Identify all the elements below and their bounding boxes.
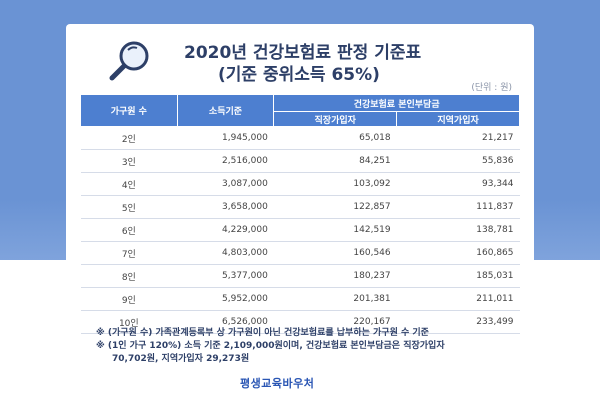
- table-row: 5인 3,658,000 122,857 111,837: [80, 195, 520, 219]
- cell-household: 4인: [80, 172, 178, 196]
- cell-household: 5인: [80, 195, 178, 219]
- cell-employee: 160,546: [273, 241, 397, 265]
- table-row: 4인 3,087,000 103,092 93,344: [80, 172, 520, 196]
- cell-regional: 111,837: [396, 195, 520, 219]
- footnotes: ※ (가구원 수) 가족관계등록부 상 가구원이 아닌 건강보험료를 납부하는 …: [96, 327, 556, 366]
- magnifier-icon: [109, 41, 149, 81]
- title-area: 2020년 건강보험료 판정 기준표 (기준 중위소득 65%): [66, 34, 534, 88]
- cell-employee: 201,381: [273, 287, 397, 311]
- cell-regional: 55,836: [396, 149, 520, 173]
- table-row: 10인 6,526,000 220,167 233,499: [80, 310, 520, 334]
- header-regional: 지역가입자: [396, 111, 520, 127]
- cell-employee: 65,018: [273, 126, 397, 150]
- cell-regional: 185,031: [396, 264, 520, 288]
- cell-income: 6,526,000: [177, 310, 274, 334]
- page-title: 2020년 건강보험료 판정 기준표: [184, 43, 422, 63]
- cell-employee: 122,857: [273, 195, 397, 219]
- cell-regional: 160,865: [396, 241, 520, 265]
- cell-income: 4,803,000: [177, 241, 274, 265]
- header-household: 가구원 수: [80, 94, 178, 127]
- page-subtitle: (기준 중위소득 65%): [218, 65, 380, 85]
- cell-income: 5,377,000: [177, 264, 274, 288]
- cell-employee: 220,167: [273, 310, 397, 334]
- cell-regional: 233,499: [396, 310, 520, 334]
- cell-income: 4,229,000: [177, 218, 274, 242]
- content-card: 2020년 건강보험료 판정 기준표 (기준 중위소득 65%) (단위 : 원…: [66, 24, 534, 334]
- fee-table: 가구원 수 소득기준 건강보험료 본인부담금 직장가입자 지역가입자 2인 1,…: [80, 94, 520, 334]
- cell-employee: 103,092: [273, 172, 397, 196]
- footnote-single: ※ (1인 가구 120%) 소득 기준 2,109,000원이며, 건강보험료…: [96, 341, 445, 351]
- cell-income: 5,952,000: [177, 287, 274, 311]
- cell-household: 8인: [80, 264, 178, 288]
- cell-household: 2인: [80, 126, 178, 150]
- cell-income: 3,087,000: [177, 172, 274, 196]
- table-row: 3인 2,516,000 84,251 55,836: [80, 149, 520, 173]
- cell-household: 6인: [80, 218, 178, 242]
- cell-regional: 21,217: [396, 126, 520, 150]
- table-row: 2인 1,945,000 65,018 21,217: [80, 126, 520, 150]
- cell-household: 3인: [80, 149, 178, 173]
- cell-income: 1,945,000: [177, 126, 274, 150]
- table-row: 8인 5,377,000 180,237 185,031: [80, 264, 520, 288]
- cell-regional: 211,011: [396, 287, 520, 311]
- footnote-household: ※ (가구원 수) 가족관계등록부 상 가구원이 아닌 건강보험료를 납부하는 …: [96, 328, 429, 338]
- cell-income: 3,658,000: [177, 195, 274, 219]
- cell-regional: 93,344: [396, 172, 520, 196]
- cell-employee: 180,237: [273, 264, 397, 288]
- cell-employee: 142,519: [273, 218, 397, 242]
- brand-logo: 평생교육바우처: [240, 377, 315, 390]
- header-income: 소득기준: [176, 94, 275, 127]
- cell-household: 10인: [80, 310, 178, 334]
- header-share-group: 건강보험료 본인부담금: [273, 94, 520, 112]
- table-row: 7인 4,803,000 160,546 160,865: [80, 241, 520, 265]
- footnote-single-cont: 70,702원, 지역가입자 29,273원: [112, 354, 250, 364]
- cell-household: 7인: [80, 241, 178, 265]
- cell-regional: 138,781: [396, 218, 520, 242]
- unit-label: (단위 : 원): [471, 83, 512, 93]
- cell-household: 9인: [80, 287, 178, 311]
- table-row: 6인 4,229,000 142,519 138,781: [80, 218, 520, 242]
- cell-income: 2,516,000: [177, 149, 274, 173]
- cell-employee: 84,251: [273, 149, 397, 173]
- header-employee: 직장가입자: [273, 111, 398, 127]
- table-row: 9인 5,952,000 201,381 211,011: [80, 287, 520, 311]
